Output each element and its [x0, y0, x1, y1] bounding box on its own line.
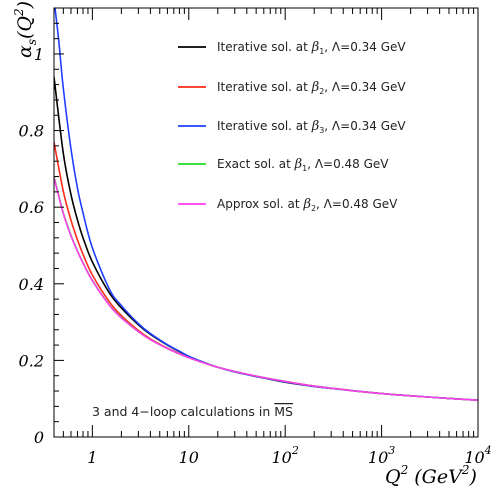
series-line [54, 177, 478, 401]
y-axis-label-tail: ) [14, 1, 36, 9]
annotation-text: 3 and 4−loop calculations in [92, 404, 274, 419]
x-tick-label: 104 [464, 444, 491, 467]
y-tick-label: 0.8 [19, 122, 44, 141]
legend-label: Iterative sol. at β2, Λ=0.34 GeV [217, 80, 406, 96]
y-axis-label: αs(Q2) [12, 1, 39, 58]
legend: Iterative sol. at β1, Λ=0.34 GeV Iterati… [178, 40, 406, 213]
x-axis-label-unit-sup: 2 [461, 463, 470, 477]
x-tick-label: 10 [179, 448, 199, 467]
y-tick-label: 0.6 [19, 198, 44, 217]
legend-label: Iterative sol. at β1, Λ=0.34 GeV [217, 40, 406, 56]
y-axis-label-body: (Q [14, 16, 36, 39]
plot-frame [53, 7, 479, 438]
x-axis-label-tail: ) [468, 466, 476, 488]
x-tick-label: 102 [272, 444, 299, 467]
axes-layer [53, 7, 479, 438]
legend-entry: Iterative sol. at β2, Λ=0.34 GeV [178, 80, 406, 96]
x-axis-label-q: Q [385, 466, 401, 488]
y-tick-label: 1 [34, 45, 44, 64]
x-tick-labels: 1 10 102 103 104 [87, 444, 491, 467]
x-tick-label: 1 [87, 448, 97, 467]
x-axis-label: Q2 (GeV2) [385, 463, 477, 488]
annotation: 3 and 4−loop calculations in MS [92, 404, 293, 419]
y-axis-label-sup: 2 [12, 8, 26, 17]
y-tick-labels: 0 0.2 0.4 0.6 0.8 1 [19, 45, 44, 447]
legend-label: Iterative sol. at β3, Λ=0.34 GeV [217, 119, 406, 135]
legend-entry: Approx sol. at β2, Λ=0.48 GeV [178, 197, 398, 213]
legend-entry: Exact sol. at β1, Λ=0.48 GeV [178, 157, 389, 173]
y-tick-label: 0.2 [19, 351, 44, 370]
x-tick-label: 103 [368, 444, 395, 467]
y-axis-label-prefix: α [14, 45, 36, 58]
x-axis-label-q-sup: 2 [400, 463, 409, 477]
series-layer [54, 8, 478, 401]
series-line [54, 141, 478, 401]
legend-label: Approx sol. at β2, Λ=0.48 GeV [217, 197, 398, 213]
legend-entry: Iterative sol. at β1, Λ=0.34 GeV [178, 40, 406, 56]
y-tick-label: 0.4 [19, 275, 44, 294]
y-tick-label: 0 [34, 428, 44, 447]
x-axis-label-unit: (GeV [408, 466, 464, 488]
annotation-scheme: MS [274, 404, 293, 419]
y-axis-label-sub: s [25, 39, 39, 45]
legend-entry: Iterative sol. at β3, Λ=0.34 GeV [178, 119, 406, 135]
legend-label: Exact sol. at β1, Λ=0.48 GeV [217, 157, 389, 173]
